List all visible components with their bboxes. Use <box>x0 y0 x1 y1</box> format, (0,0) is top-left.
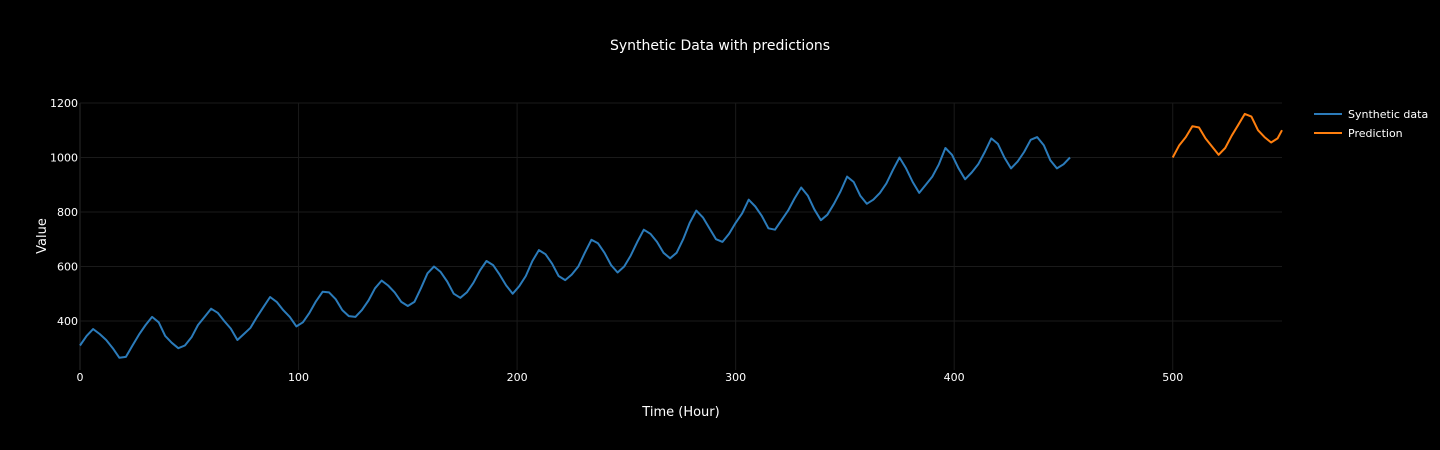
x-tick-label: 400 <box>944 371 965 384</box>
x-tick-label: 500 <box>1162 371 1183 384</box>
y-tick-label: 400 <box>57 315 78 328</box>
x-tick-label: 0 <box>77 371 84 384</box>
series-lines <box>79 112 1283 359</box>
grid <box>79 102 1282 370</box>
series-line-prediction[interactable] <box>1171 112 1283 158</box>
x-tick-label: 100 <box>288 371 309 384</box>
y-tick-label: 800 <box>57 206 78 219</box>
chart-title: Synthetic Data with predictions <box>610 38 830 54</box>
x-axis-title: Time (Hour) <box>641 405 719 420</box>
y-axis-title: Value <box>35 218 50 254</box>
legend[interactable]: Synthetic data Prediction <box>1314 108 1428 140</box>
y-tick-label: 600 <box>57 260 78 273</box>
x-tick-label: 200 <box>507 371 528 384</box>
y-tick-label: 1200 <box>50 97 78 110</box>
series-line-synthetic-data[interactable] <box>79 136 1071 359</box>
legend-label-prediction[interactable]: Prediction <box>1348 127 1403 140</box>
legend-label-synthetic-data[interactable]: Synthetic data <box>1348 108 1428 121</box>
y-tick-label: 1000 <box>50 151 78 164</box>
tick-labels: 0 100 200 300 400 500 400 600 800 1000 1200 <box>50 97 1183 384</box>
x-tick-label: 300 <box>725 371 746 384</box>
